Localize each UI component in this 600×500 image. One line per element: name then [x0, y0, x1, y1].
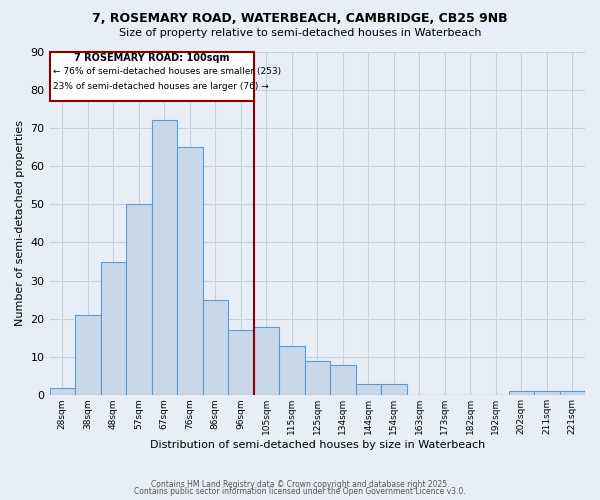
- Bar: [330, 364, 356, 396]
- Text: 7, ROSEMARY ROAD, WATERBEACH, CAMBRIDGE, CB25 9NB: 7, ROSEMARY ROAD, WATERBEACH, CAMBRIDGE,…: [92, 12, 508, 26]
- Bar: [509, 392, 534, 396]
- Bar: [75, 315, 101, 396]
- FancyBboxPatch shape: [50, 52, 254, 101]
- Bar: [177, 147, 203, 396]
- Bar: [560, 392, 585, 396]
- Text: 23% of semi-detached houses are larger (76) →: 23% of semi-detached houses are larger (…: [53, 82, 269, 91]
- Bar: [534, 392, 560, 396]
- Text: ← 76% of semi-detached houses are smaller (253): ← 76% of semi-detached houses are smalle…: [53, 67, 281, 76]
- Bar: [279, 346, 305, 396]
- X-axis label: Distribution of semi-detached houses by size in Waterbeach: Distribution of semi-detached houses by …: [149, 440, 485, 450]
- Bar: [356, 384, 381, 396]
- Bar: [254, 326, 279, 396]
- Bar: [126, 204, 152, 396]
- Bar: [50, 388, 75, 396]
- Bar: [152, 120, 177, 396]
- Bar: [381, 384, 407, 396]
- Text: Contains public sector information licensed under the Open Government Licence v3: Contains public sector information licen…: [134, 487, 466, 496]
- Text: Size of property relative to semi-detached houses in Waterbeach: Size of property relative to semi-detach…: [119, 28, 481, 38]
- Y-axis label: Number of semi-detached properties: Number of semi-detached properties: [15, 120, 25, 326]
- Text: 7 ROSEMARY ROAD: 100sqm: 7 ROSEMARY ROAD: 100sqm: [74, 54, 229, 64]
- Bar: [101, 262, 126, 396]
- Bar: [228, 330, 254, 396]
- Text: Contains HM Land Registry data © Crown copyright and database right 2025.: Contains HM Land Registry data © Crown c…: [151, 480, 449, 489]
- Bar: [305, 361, 330, 396]
- Bar: [203, 300, 228, 396]
